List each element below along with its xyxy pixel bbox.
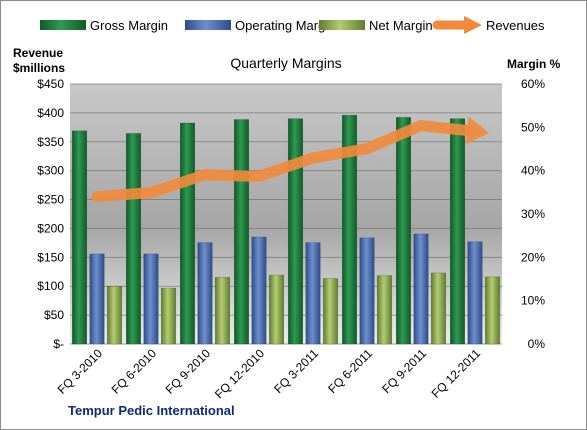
bar-net-margin (484, 276, 501, 345)
legend-swatch-operating-margin (185, 20, 231, 30)
y-left-tick-label: $450 (37, 77, 64, 91)
legend-swatch-gross-margin (40, 20, 86, 30)
y-left-tick-label: $150 (37, 250, 64, 264)
legend-item-net-margin: Net Margin (319, 18, 433, 33)
revenue-line (91, 116, 489, 203)
bar-net-margin (322, 278, 339, 345)
bar-operating-margin (413, 233, 429, 345)
bar-gross-margin (179, 122, 196, 345)
bar-operating-margin (143, 253, 159, 345)
legend-label-gross-margin: Gross Margin (90, 18, 168, 33)
bar-gross-margin (287, 118, 304, 345)
y-right-axis-ticks: 0% 10% 20% 30% 40% 50% 60% (521, 77, 545, 351)
bar-operating-margin (89, 253, 105, 345)
legend: Gross Margin Operating Margin Net Margin… (40, 16, 545, 34)
legend-item-gross-margin: Gross Margin (40, 18, 168, 33)
y-left-tick-label: $400 (37, 106, 64, 120)
chart-title: Quarterly Margins (230, 55, 341, 71)
y-left-tick-label: $350 (37, 135, 64, 149)
bar-gross-margin (395, 117, 412, 345)
bar-gross-margin (71, 130, 88, 345)
bar-gross-margin (341, 114, 358, 345)
y-right-tick-label: 0% (528, 337, 546, 351)
y-right-tick-label: 40% (521, 164, 545, 178)
y-left-tick-label: $50 (44, 308, 64, 322)
y-right-tick-label: 50% (521, 120, 545, 134)
legend-item-operating-margin: Operating Margin (185, 18, 335, 33)
bar-net-margin (268, 274, 285, 345)
y-right-tick-label: 20% (521, 250, 545, 264)
legend-label-operating-margin: Operating Margin (235, 18, 335, 33)
y-left-tick-label: $- (53, 337, 64, 351)
bar-operating-margin (359, 237, 375, 345)
bars (71, 114, 501, 345)
chart-subtitle: Tempur Pedic International (68, 403, 235, 418)
y-right-tick-label: 60% (521, 77, 545, 91)
y-left-axis-title-line1: Revenue (13, 46, 63, 60)
legend-label-net-margin: Net Margin (369, 18, 433, 33)
legend-arrow-revenues (464, 16, 482, 34)
revenue-arrow-head (465, 116, 489, 145)
y-left-tick-label: $100 (37, 279, 64, 293)
bar-operating-margin (305, 242, 321, 345)
bar-gross-margin (449, 118, 466, 345)
bar-net-margin (160, 287, 177, 345)
y-left-tick-label: $300 (37, 164, 64, 178)
bar-net-margin (430, 272, 447, 345)
bar-operating-margin (467, 241, 483, 345)
bar-net-margin (106, 286, 123, 345)
y-right-tick-label: 30% (521, 207, 545, 221)
legend-swatch-net-margin (319, 20, 365, 30)
bar-net-margin (376, 275, 393, 345)
bar-net-margin (214, 276, 231, 345)
revenue-series-line (91, 120, 473, 203)
bar-operating-margin (251, 236, 267, 345)
bar-gross-margin (125, 133, 142, 345)
y-left-tick-label: $250 (37, 193, 64, 207)
y-left-tick-label: $200 (37, 221, 64, 235)
bar-operating-margin (197, 242, 213, 345)
y-right-tick-label: 10% (521, 294, 545, 308)
y-left-axis-title-line2: $millions (13, 61, 65, 75)
y-left-axis-ticks: $- $50 $100 $150 $200 $250 $300 $350 $400 $450 (37, 77, 64, 351)
y-right-axis-title: Margin % (507, 57, 561, 71)
legend-label-revenues: Revenues (486, 18, 545, 33)
bar-gross-margin (233, 119, 250, 345)
legend-item-revenues: Revenues (432, 16, 545, 34)
gridlines (70, 83, 502, 345)
